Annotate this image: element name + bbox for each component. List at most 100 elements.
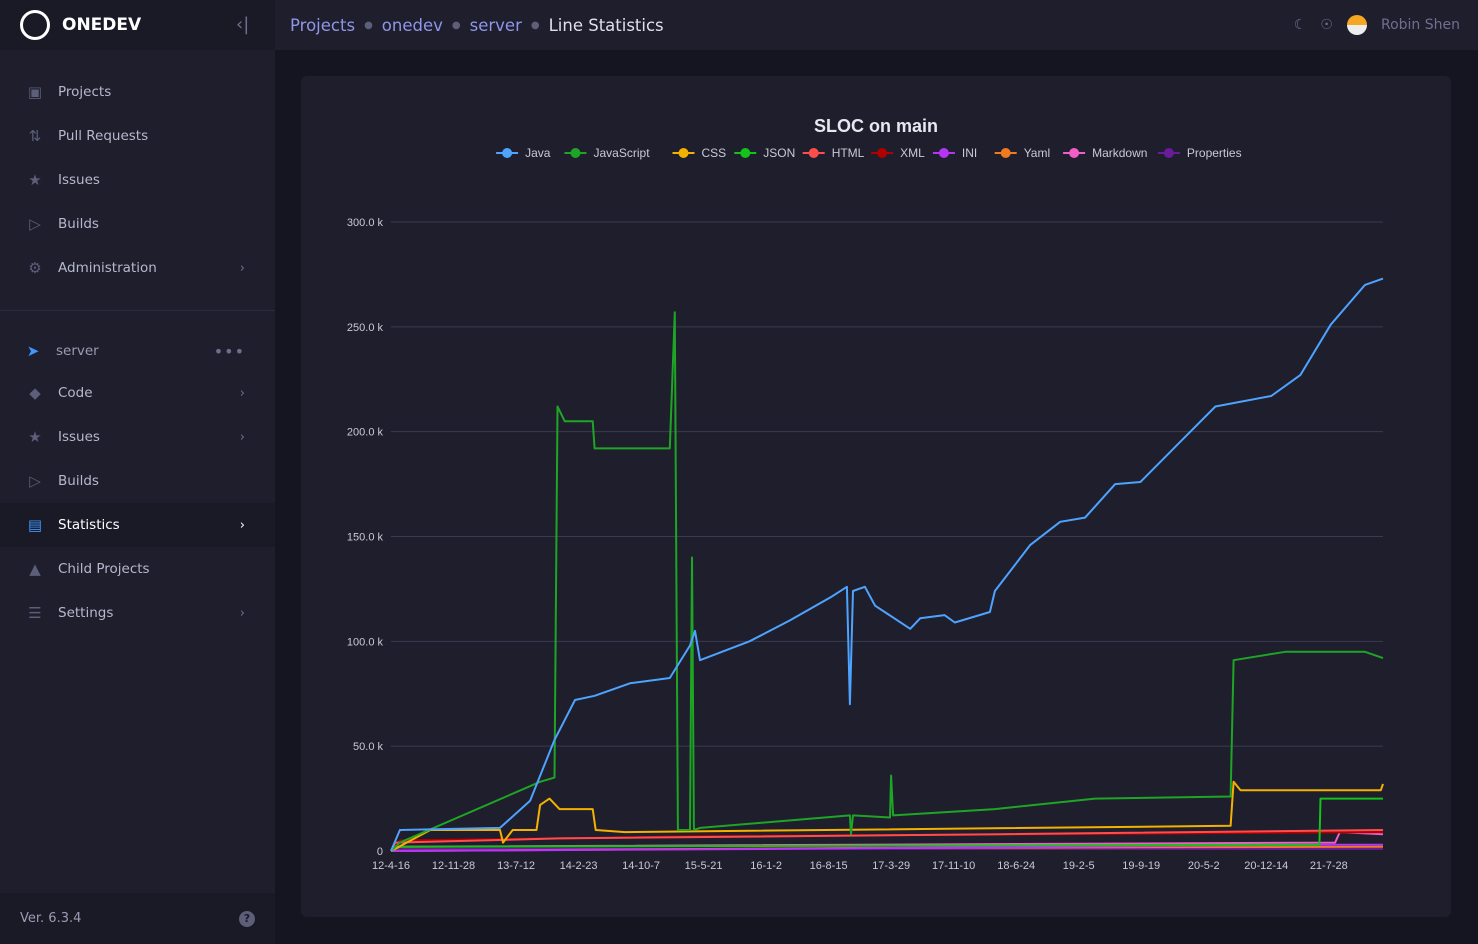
x-tick-label: 17-11-10 — [932, 860, 975, 872]
y-tick-label: 200.0 k — [347, 427, 384, 439]
legend-label: Java — [525, 146, 551, 160]
gear-icon: ⚙ — [28, 259, 42, 277]
github-icon[interactable]: ☉ — [1320, 17, 1333, 33]
sidebar-item-issues[interactable]: ★ Issues › — [0, 415, 275, 459]
sidebar-item-issues[interactable]: ★ Issues — [0, 158, 275, 202]
x-tick-label: 19-9-19 — [1122, 860, 1160, 872]
y-tick-label: 50.0 k — [353, 741, 383, 753]
more-options-icon[interactable]: ••• — [213, 341, 245, 361]
play-icon: ▷ — [29, 215, 41, 233]
divider — [0, 310, 275, 311]
legend-label: HTML — [832, 146, 865, 160]
breadcrumb-projects[interactable]: Projects — [290, 15, 356, 35]
pull-request-icon: ⇅ — [28, 127, 42, 145]
x-tick-label: 20-12-14 — [1244, 860, 1288, 872]
sidebar-item-label: Builds — [58, 473, 99, 489]
sidebar-item-administration[interactable]: ⚙ Administration › — [0, 246, 275, 290]
sidebar-item-projects[interactable]: ▣ Projects — [0, 70, 275, 114]
breadcrumb-onedev[interactable]: onedev — [381, 15, 443, 35]
code-icon: ◆ — [29, 384, 41, 402]
sidebar-item-label: Administration — [58, 260, 157, 276]
line-chart: SLOC on main 0 50.0 k 100.0 k 150.0 k 200.0 k… — [347, 116, 1384, 872]
x-tick-label: 19-2-5 — [1063, 860, 1095, 872]
user-name[interactable]: Robin Shen — [1380, 17, 1460, 33]
header: Projects ● onedev ● server ● Line Statistic… — [275, 0, 1478, 50]
legend-label: XML — [900, 146, 925, 160]
x-tick-label: 17-3-29 — [872, 860, 910, 872]
chart-card: SLOC on main 0 50.0 k 100.0 k 150.0 k 200.0 k… — [301, 76, 1451, 917]
legend-label: INI — [962, 146, 977, 160]
bug-icon: ★ — [28, 171, 42, 189]
project-name: server — [56, 343, 99, 359]
legend-label: CSS — [702, 146, 727, 160]
sidebar-item-label: Builds — [58, 216, 99, 232]
chevron-right-icon: › — [239, 385, 245, 401]
sidebar-item-pull-requests[interactable]: ⇅ Pull Requests — [0, 114, 275, 158]
legend-marker-javascript — [570, 148, 581, 158]
x-tick-label: 20-5-2 — [1188, 860, 1220, 872]
help-icon[interactable]: ? — [239, 910, 255, 927]
avatar[interactable] — [1346, 15, 1367, 35]
app-name: ONEDEV — [62, 15, 142, 35]
book-icon: ▣ — [27, 83, 43, 101]
sidebar-item-code[interactable]: ◆ Code › — [0, 371, 275, 415]
breadcrumb-server[interactable]: server — [469, 15, 522, 35]
legend-label: Properties — [1187, 146, 1242, 160]
sidebar-item-child-projects[interactable]: ▲ Child Projects — [0, 547, 275, 591]
legend-marker-json — [740, 148, 751, 158]
legend-marker-java — [502, 148, 513, 158]
sidebar-item-label: Issues — [58, 429, 100, 445]
series-line-ini — [390, 843, 1383, 852]
collapse-sidebar-icon[interactable]: ‹| — [236, 14, 250, 35]
x-tick-label: 21-7-28 — [1310, 860, 1348, 872]
sidebar-item-settings[interactable]: ☰ Settings › — [0, 591, 275, 635]
tree-icon: ▲ — [29, 560, 41, 578]
legend-marker-yaml — [1000, 148, 1011, 158]
y-tick-label: 150.0 k — [347, 532, 384, 544]
sidebar-item-label: Settings — [58, 605, 114, 621]
legend-marker-properties — [1163, 148, 1174, 158]
x-tick-label: 16-8-15 — [810, 860, 848, 872]
chevron-right-icon: › — [239, 260, 245, 276]
sliders-icon: ☰ — [28, 604, 42, 622]
dark-mode-icon[interactable]: ☾ — [1293, 17, 1307, 33]
x-tick-label: 12-11-28 — [432, 860, 475, 872]
x-tick-label: 13-7-12 — [497, 860, 535, 872]
x-tick-label: 12-4-16 — [372, 860, 410, 872]
series-line-css — [390, 780, 1384, 852]
onedev-logo-icon — [20, 10, 50, 40]
sidebar-item-builds[interactable]: ▷ Builds — [0, 459, 275, 503]
version: Ver. 6.3.4 — [20, 911, 82, 926]
y-tick-label: 250.0 k — [347, 322, 384, 334]
y-tick-label: 100.0 k — [347, 636, 384, 648]
legend-marker-css — [678, 148, 689, 158]
sidebar-item-label: Projects — [58, 84, 112, 100]
legend-label: Yaml — [1024, 146, 1050, 160]
sidebar-item-builds[interactable]: ▷ Builds — [0, 202, 275, 246]
legend-marker-ini — [938, 148, 949, 158]
legend-label: Markdown — [1092, 146, 1147, 160]
chevron-right-icon: › — [239, 517, 245, 533]
legend-marker-markdown — [1069, 148, 1080, 158]
x-tick-label: 18-6-24 — [997, 860, 1035, 872]
y-tick-label: 0 — [377, 846, 383, 858]
bar-chart-icon: ▤ — [27, 516, 43, 534]
sidebar: ONEDEV ‹| ▣ Projects ⇅ Pull Requests ★ Issues… — [0, 0, 275, 944]
sidebar-item-statistics[interactable]: ▤ Statistics › — [0, 503, 275, 547]
sidebar-item-label: Pull Requests — [58, 128, 149, 144]
legend-label: JSON — [763, 146, 795, 160]
x-tick-label: 14-10-7 — [622, 860, 660, 872]
sidebar-item-label: Issues — [58, 172, 100, 188]
sidebar-footer: Ver. 6.3.4 ? — [0, 893, 275, 944]
rocket-icon: ➤ — [26, 342, 40, 360]
legend-label: JavaScript — [594, 146, 651, 160]
bug-icon: ★ — [28, 428, 42, 446]
project-header[interactable]: ➤ server ••• — [0, 329, 275, 373]
chevron-right-icon: › — [239, 429, 245, 445]
legend-marker-html — [808, 148, 819, 158]
series-line-java — [390, 277, 1384, 852]
chevron-right-icon: › — [239, 605, 245, 621]
brand[interactable]: ONEDEV — [0, 0, 275, 50]
play-icon: ▷ — [29, 472, 41, 490]
sidebar-item-label: Code — [58, 385, 93, 401]
